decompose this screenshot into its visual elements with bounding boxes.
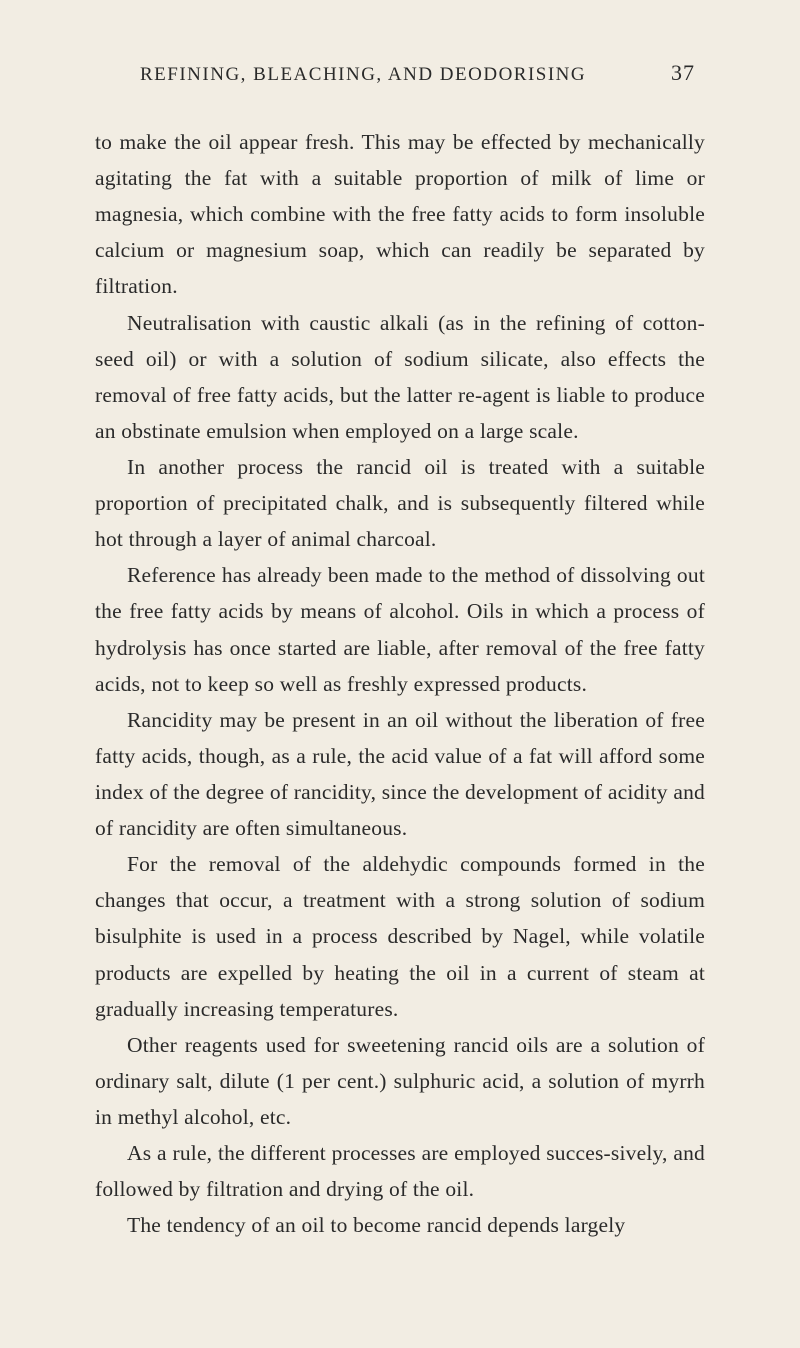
paragraph: Other reagents used for sweetening ranci… bbox=[95, 1027, 705, 1135]
page-number: 37 bbox=[671, 60, 695, 86]
body-text: to make the oil appear fresh. This may b… bbox=[95, 124, 705, 1243]
header-title: REFINING, BLEACHING, AND DEODORISING bbox=[140, 64, 586, 86]
paragraph: Rancidity may be present in an oil witho… bbox=[95, 702, 705, 846]
document-page: REFINING, BLEACHING, AND DEODORISING 37 … bbox=[0, 0, 800, 1348]
paragraph: Reference has already been made to the m… bbox=[95, 557, 705, 701]
paragraph: In another process the rancid oil is tre… bbox=[95, 449, 705, 557]
paragraph: Neutralisation with caustic alkali (as i… bbox=[95, 305, 705, 449]
paragraph: As a rule, the different processes are e… bbox=[95, 1135, 705, 1207]
running-header: REFINING, BLEACHING, AND DEODORISING 37 bbox=[95, 60, 705, 86]
paragraph: The tendency of an oil to become rancid … bbox=[95, 1207, 705, 1243]
paragraph: For the removal of the aldehydic compoun… bbox=[95, 846, 705, 1027]
paragraph: to make the oil appear fresh. This may b… bbox=[95, 124, 705, 305]
